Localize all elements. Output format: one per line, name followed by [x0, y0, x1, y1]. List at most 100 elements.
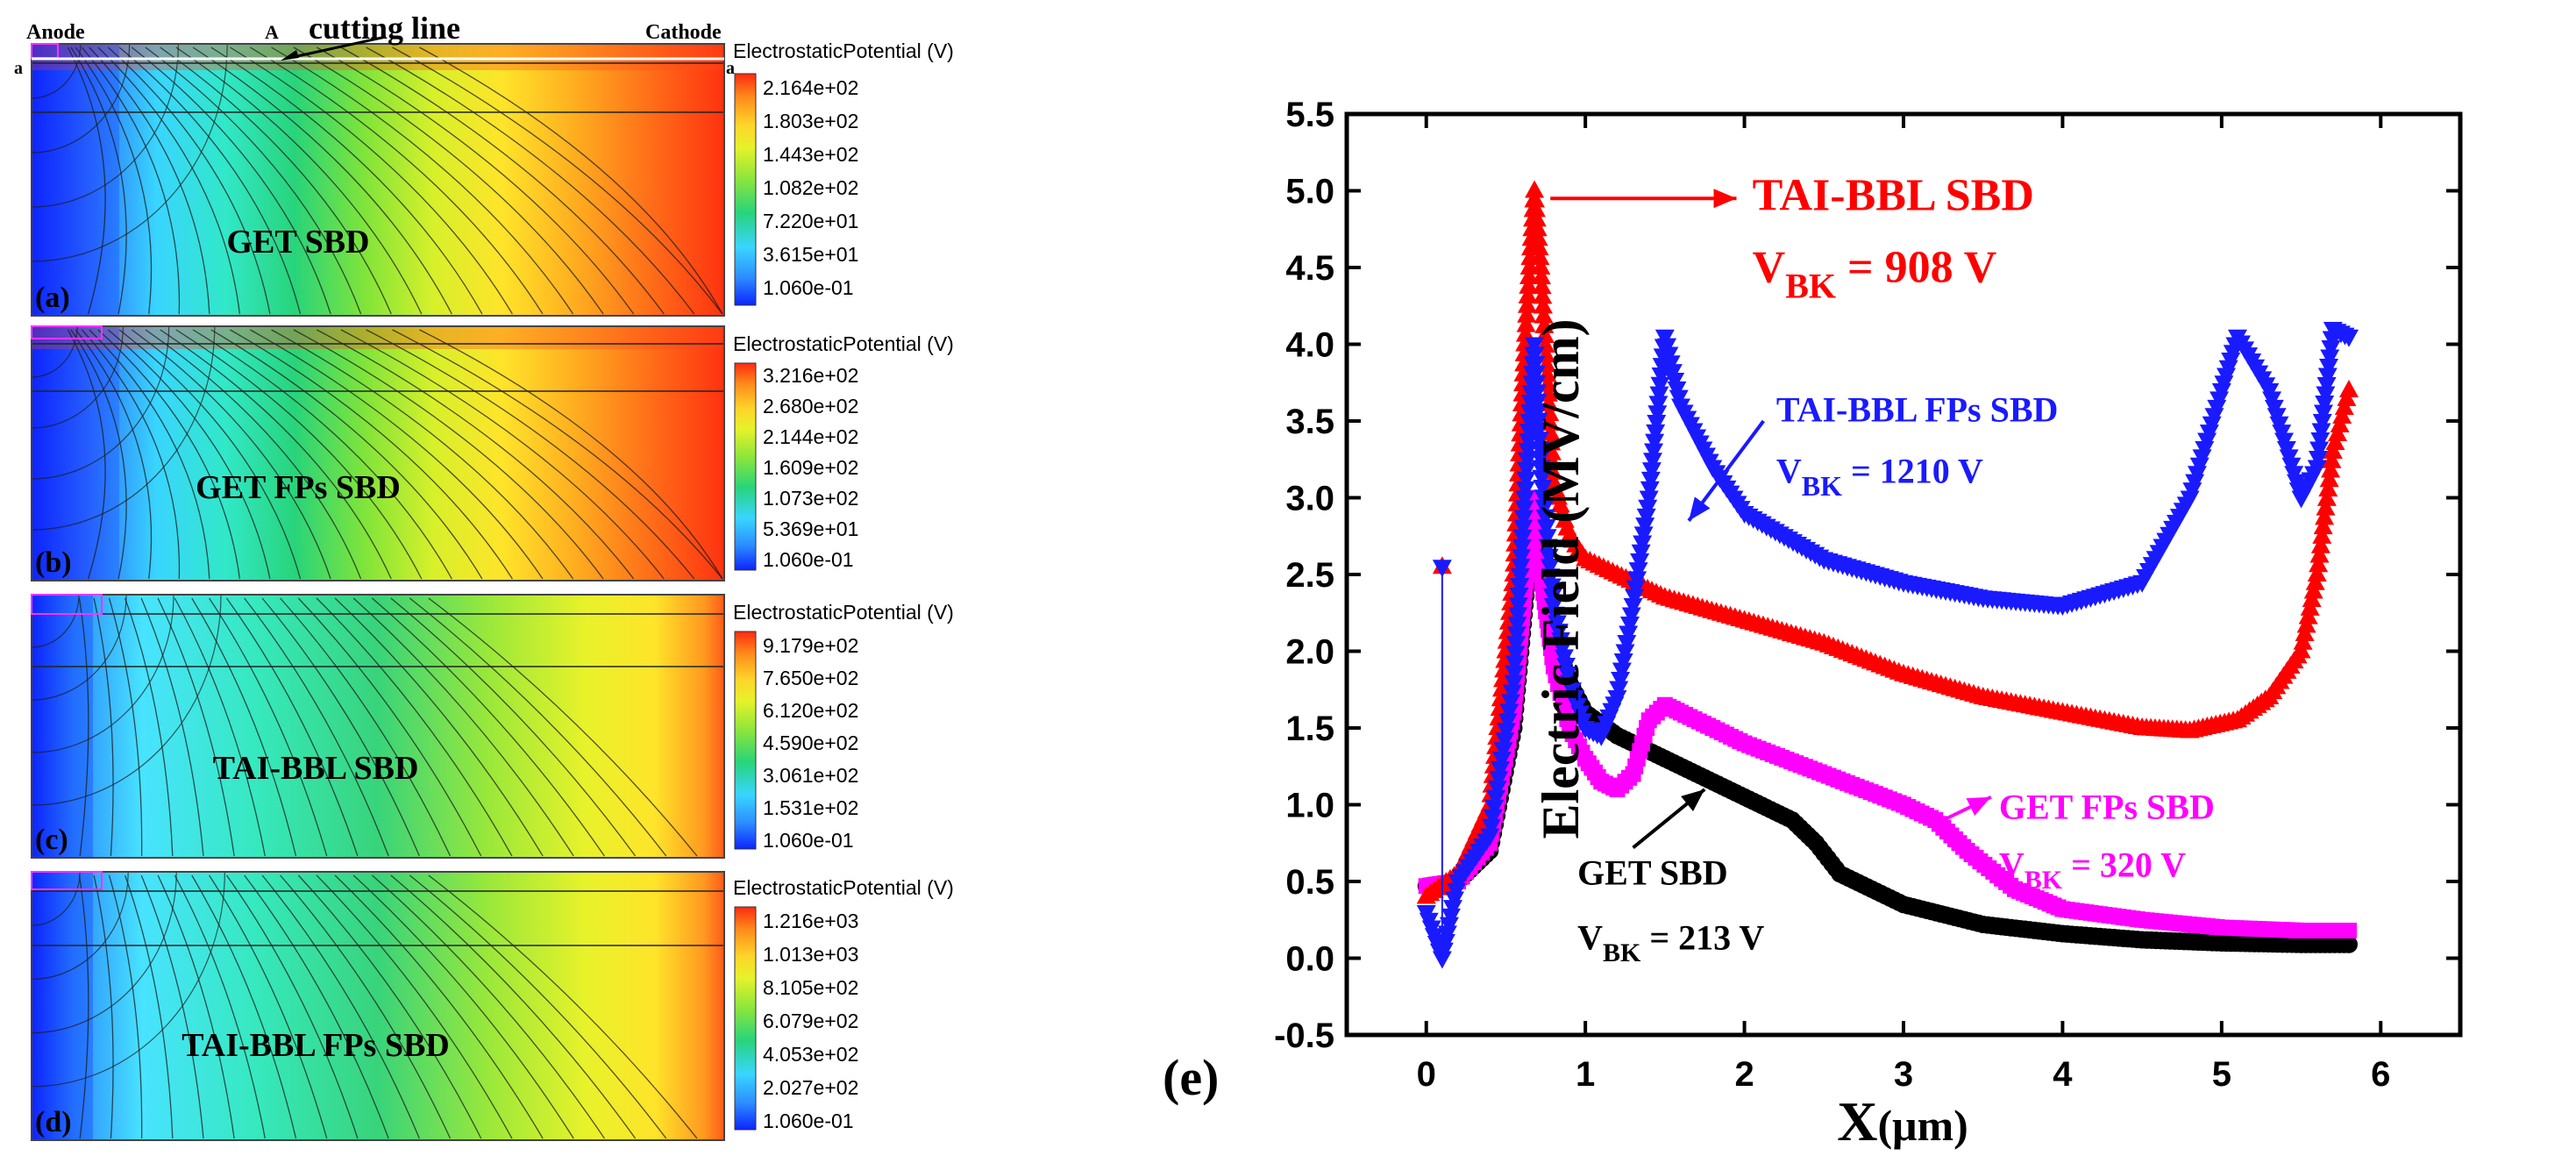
data-point — [1623, 598, 1643, 616]
equipotential-line — [366, 46, 695, 315]
field-plate-b — [31, 325, 103, 339]
colorbar-tick-label: 7.650e+02 — [763, 667, 858, 689]
equipotential-line — [192, 329, 452, 580]
y-tick-label: -0.5 — [1274, 1017, 1334, 1055]
data-point — [2339, 329, 2359, 347]
data-point — [2339, 380, 2359, 397]
data-point — [1435, 934, 1455, 953]
panel-c: TAI-BBL SBD (c) ElectrostaticPotential (… — [31, 594, 954, 859]
data-point — [1501, 694, 1521, 712]
data-point — [2309, 554, 2329, 573]
data-point — [1626, 580, 1646, 598]
data-point — [2310, 432, 2330, 450]
cutting-line-pointer — [288, 35, 387, 60]
equipotential-line — [316, 597, 513, 857]
equipotential-arc — [31, 871, 177, 1034]
data-point — [2321, 340, 2341, 358]
colorbar-tick-label: 4.053e+02 — [763, 1043, 858, 1066]
data-point — [1515, 481, 1535, 499]
equipotential-line — [78, 874, 89, 1139]
data-point — [1534, 305, 1554, 324]
data-point — [1531, 257, 1551, 275]
annotation-tai-bbl-sbd: TAI-BBL SBD VBK = 908 V — [1753, 171, 2034, 306]
equipotential-line — [261, 874, 420, 1139]
colorbar-tick-label: 3.615e+01 — [763, 243, 858, 266]
equipotential-arc — [31, 594, 222, 806]
data-point — [1633, 526, 1654, 545]
data-point — [2309, 545, 2330, 563]
equipotential-line — [157, 597, 235, 857]
legend-title-a: ElectrostaticPotential (V) — [733, 39, 954, 62]
data-point — [1612, 662, 1632, 681]
equipotential-line — [261, 597, 420, 857]
data-point — [2317, 367, 2338, 386]
equipotential-line — [244, 597, 389, 857]
colorbar-tick-label: 9.179e+02 — [763, 634, 858, 657]
potential-map-a — [32, 44, 724, 316]
equipotential-line — [293, 46, 604, 315]
colorbar-tick-label: 1.060e-01 — [763, 276, 854, 299]
data-point — [1532, 469, 1552, 488]
data-point — [1630, 553, 1650, 571]
data-point — [1504, 674, 1524, 693]
colorbar-tick-label: 1.443e+02 — [763, 143, 858, 166]
data-point — [2312, 525, 2332, 544]
colorbar-tick-label: 4.590e+02 — [763, 731, 858, 754]
x-tick-label: 6 — [2371, 1055, 2390, 1094]
equipotential-line — [157, 874, 235, 1139]
colorbar-tick-label: 2.144e+02 — [763, 425, 858, 448]
y-tick-label: 2.5 — [1285, 556, 1334, 595]
a-right-label: a — [726, 59, 735, 78]
data-point — [1517, 304, 1537, 323]
panel-label-a: (a) — [35, 282, 70, 314]
data-point — [1534, 315, 1555, 333]
data-point — [2307, 460, 2327, 478]
data-point — [1526, 356, 1546, 375]
y-tick-label: 0.5 — [1285, 863, 1334, 902]
device-label-a: GET SBD — [227, 224, 370, 260]
colorbar-tick-label: 1.216e+03 — [763, 910, 858, 932]
legend-title-b: ElectrostaticPotential (V) — [733, 332, 954, 355]
equipotential-line — [175, 329, 423, 580]
equipotential-line — [316, 46, 635, 315]
equipotential-line — [175, 46, 423, 315]
data-point — [1642, 453, 1662, 471]
equipotential-line — [108, 597, 143, 857]
y-tick-label: 0.0 — [1285, 940, 1334, 979]
arrow-get-fps-sbd — [1942, 795, 1992, 822]
colorbar-tick-label: 3.061e+02 — [763, 764, 858, 787]
anode-contact-c — [31, 594, 103, 615]
equipotential-line — [70, 329, 127, 580]
data-point — [1535, 509, 1555, 527]
equipotential-line — [145, 329, 362, 580]
data-point — [1638, 499, 1658, 517]
legend-title-c: ElectrostaticPotential (V) — [733, 601, 954, 624]
colorbar-c — [734, 631, 757, 850]
data-point — [1525, 337, 1545, 355]
data-point — [1483, 809, 1503, 827]
equipotential-line — [75, 46, 153, 315]
data-point — [1507, 617, 1527, 635]
data-point — [1640, 471, 1661, 489]
data-point — [1533, 296, 1553, 314]
colorbar-tick-label: 8.105e+02 — [763, 976, 858, 999]
data-point — [1486, 789, 1506, 808]
data-point — [1607, 690, 1627, 708]
y-tick-label: 3.0 — [1285, 480, 1334, 518]
data-point — [1434, 942, 1454, 960]
annotation-tai-bbl-fps-sbd: TAI-BBL FPs SBD VBK = 1210 V — [1776, 390, 2059, 502]
colorbar-tick-label: 6.079e+02 — [763, 1010, 858, 1032]
data-point — [1517, 461, 1537, 480]
equipotential-line — [140, 597, 204, 857]
equipotential-line — [419, 46, 723, 315]
data-point — [1627, 571, 1647, 589]
data-point — [1508, 597, 1528, 616]
data-point — [1519, 266, 1539, 284]
equipotential-line — [209, 874, 328, 1139]
data-point — [1611, 672, 1631, 689]
equipotential-line — [352, 597, 574, 857]
data-point — [1487, 780, 1507, 798]
equipotential-line — [371, 874, 605, 1139]
equipotential-line — [89, 46, 210, 315]
